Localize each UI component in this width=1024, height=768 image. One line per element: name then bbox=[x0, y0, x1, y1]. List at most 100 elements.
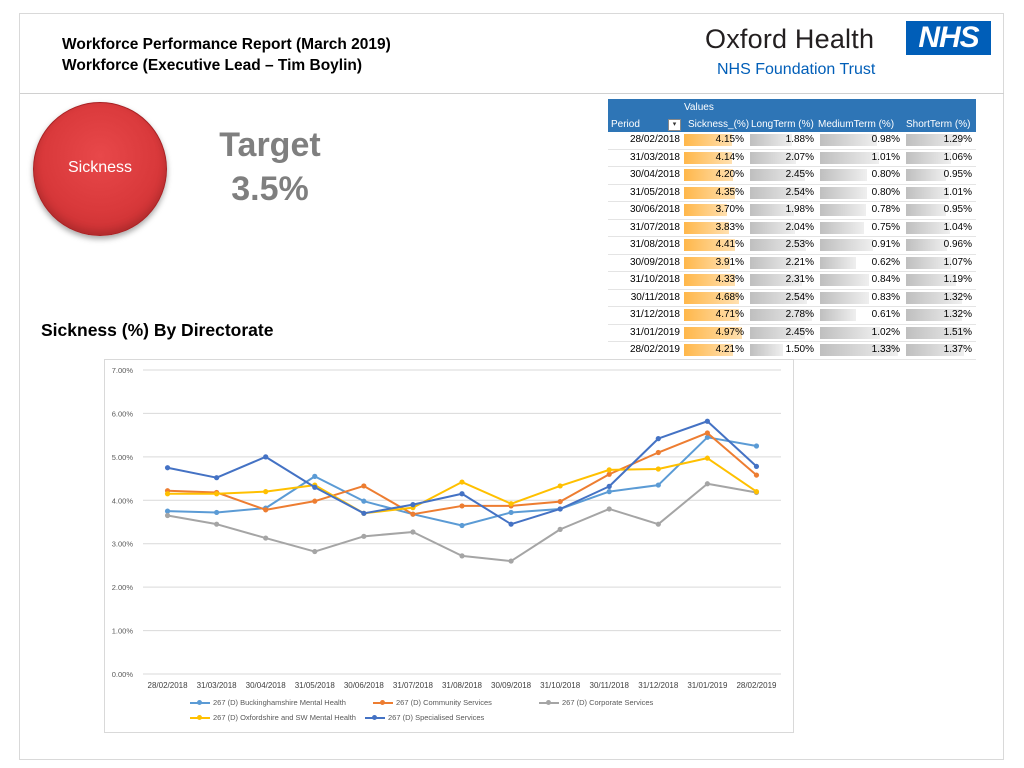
pivot-cell-short: 1.32% bbox=[943, 291, 972, 303]
pivot-cell-medium: 0.75% bbox=[871, 221, 900, 233]
pivot-row: 31/07/2018 3.83% 2.04% 0.75% 1.04% bbox=[608, 220, 976, 237]
pivot-cell-short: 1.32% bbox=[943, 309, 972, 320]
pivot-cell-medium: 0.83% bbox=[871, 291, 900, 303]
pivot-databar-long bbox=[750, 134, 792, 146]
series-point bbox=[361, 483, 367, 489]
legend-swatch bbox=[373, 700, 393, 706]
pivot-cell-sickness: 4.71% bbox=[715, 309, 744, 320]
pivot-databar-sickness bbox=[684, 291, 739, 304]
y-tick-label: 6.00% bbox=[112, 409, 134, 418]
pivot-cell-short: 0.95% bbox=[943, 204, 972, 215]
x-tick-label: 30/04/2018 bbox=[246, 681, 287, 690]
pivot-databar-long bbox=[750, 344, 783, 356]
pivot-databar-medium bbox=[820, 256, 856, 269]
x-tick-label: 31/08/2018 bbox=[442, 681, 483, 690]
pivot-cell-sickness: 3.83% bbox=[715, 221, 744, 233]
legend-swatch bbox=[365, 715, 385, 721]
pivot-databar-medium bbox=[820, 274, 869, 286]
x-tick-label: 30/11/2018 bbox=[590, 681, 630, 690]
series-point bbox=[704, 430, 710, 436]
pivot-databar-long bbox=[750, 151, 796, 164]
pivot-cell-medium: 1.02% bbox=[871, 326, 900, 338]
series-point bbox=[606, 506, 612, 512]
series-point bbox=[164, 491, 171, 497]
directorate-sickness-chart: 0.00% 1.00% 2.00% 3.00% 4.00% 5.00% 6.00% 7.00%… bbox=[104, 359, 794, 733]
series-point bbox=[214, 509, 220, 516]
pivot-databar-medium bbox=[820, 204, 866, 216]
series-point bbox=[312, 548, 318, 555]
x-tick-label: 31/12/2018 bbox=[638, 681, 679, 690]
x-tick-label: 31/01/2019 bbox=[687, 681, 728, 690]
pivot-databar-short bbox=[906, 291, 962, 304]
pivot-cell-long: 2.45% bbox=[785, 169, 814, 180]
pivot-databar-short bbox=[906, 151, 951, 164]
pivot-databar-short bbox=[906, 344, 964, 356]
header-divider bbox=[20, 93, 1004, 94]
pivot-row: 30/11/2018 4.68% 2.54% 0.83% 1.32% bbox=[608, 290, 976, 307]
series-point bbox=[557, 498, 563, 505]
pivot-databar-short bbox=[906, 186, 949, 199]
pivot-databar-long bbox=[750, 239, 806, 251]
legend-item: 267 (D) Buckinghamshire Mental Health bbox=[190, 698, 346, 707]
series-point bbox=[557, 506, 563, 512]
pivot-cell-short: 1.01% bbox=[943, 186, 972, 198]
pivot-cell-medium: 0.62% bbox=[871, 256, 900, 268]
pivot-cell-long: 2.21% bbox=[785, 256, 814, 268]
pivot-row: 31/03/2018 4.14% 2.07% 1.01% 1.06% bbox=[608, 150, 976, 167]
pivot-databar-long bbox=[750, 186, 807, 199]
pivot-databar-long bbox=[750, 326, 805, 339]
pivot-databar-long bbox=[750, 309, 812, 321]
series-point bbox=[459, 522, 465, 529]
series-point bbox=[164, 508, 171, 514]
series-point bbox=[704, 455, 710, 461]
pivot-row: 30/04/2018 4.20% 2.45% 0.80% 0.95% bbox=[608, 167, 976, 185]
section-title: Sickness (%) By Directorate bbox=[41, 320, 274, 340]
pivot-databar-long bbox=[750, 204, 794, 216]
series-point bbox=[263, 489, 269, 495]
series-point bbox=[164, 465, 171, 471]
series-point bbox=[459, 503, 465, 509]
pivot-cell-short: 1.07% bbox=[943, 256, 972, 268]
pivot-cell-medium: 0.84% bbox=[871, 274, 900, 285]
pivot-cell-long: 2.78% bbox=[785, 309, 814, 320]
series-line-1 bbox=[167, 431, 758, 516]
pivot-row: 31/05/2018 4.35% 2.54% 0.80% 1.01% bbox=[608, 185, 976, 202]
pivot-row: 28/02/2018 4.15% 1.88% 0.98% 1.29% bbox=[608, 132, 976, 150]
series-point bbox=[753, 463, 760, 470]
series-point bbox=[312, 473, 318, 479]
filter-dropdown-icon[interactable]: ▾ bbox=[668, 119, 681, 131]
pivot-cell-period: 31/07/2018 bbox=[629, 221, 680, 233]
pivot-cell-period: 31/10/2018 bbox=[629, 274, 680, 285]
pivot-databar-sickness bbox=[684, 326, 742, 339]
series-point bbox=[704, 481, 710, 487]
pivot-cell-period: 30/09/2018 bbox=[629, 256, 680, 268]
series-point bbox=[361, 510, 367, 516]
pivot-header-longterm: LongTerm (%) bbox=[751, 119, 814, 130]
pivot-cell-period: 28/02/2019 bbox=[629, 344, 680, 355]
pivot-cell-short: 1.51% bbox=[943, 326, 972, 338]
report-title: Workforce Performance Report (March 2019… bbox=[62, 34, 391, 76]
series-point bbox=[753, 472, 760, 478]
x-tick-label: 30/09/2018 bbox=[491, 681, 532, 690]
legend-label: 267 (D) Buckinghamshire Mental Health bbox=[213, 698, 346, 707]
pivot-databar-medium bbox=[820, 291, 869, 304]
legend-swatch bbox=[539, 700, 559, 706]
series-point bbox=[263, 454, 269, 460]
x-tick-label: 31/05/2018 bbox=[295, 681, 336, 690]
x-tick-label: 30/06/2018 bbox=[344, 681, 385, 690]
series-point bbox=[459, 479, 465, 485]
pivot-cell-long: 1.50% bbox=[785, 344, 814, 355]
pivot-databar-short bbox=[906, 204, 946, 216]
pivot-databar-sickness bbox=[684, 134, 732, 146]
pivot-databar-medium bbox=[820, 134, 877, 146]
pivot-header: Values Period ▾ Sickness_(%) LongTerm (%… bbox=[608, 99, 976, 132]
pivot-databar-sickness bbox=[684, 169, 733, 181]
x-tick-label: 31/07/2018 bbox=[393, 681, 434, 690]
sickness-kpi-label: Sickness bbox=[67, 159, 133, 176]
series-point bbox=[508, 509, 514, 516]
pivot-cell-long: 1.88% bbox=[785, 134, 814, 145]
series-point bbox=[655, 436, 661, 442]
pivot-cell-sickness: 4.41% bbox=[715, 239, 744, 250]
series-point bbox=[655, 521, 661, 527]
pivot-cell-long: 2.31% bbox=[785, 274, 814, 285]
